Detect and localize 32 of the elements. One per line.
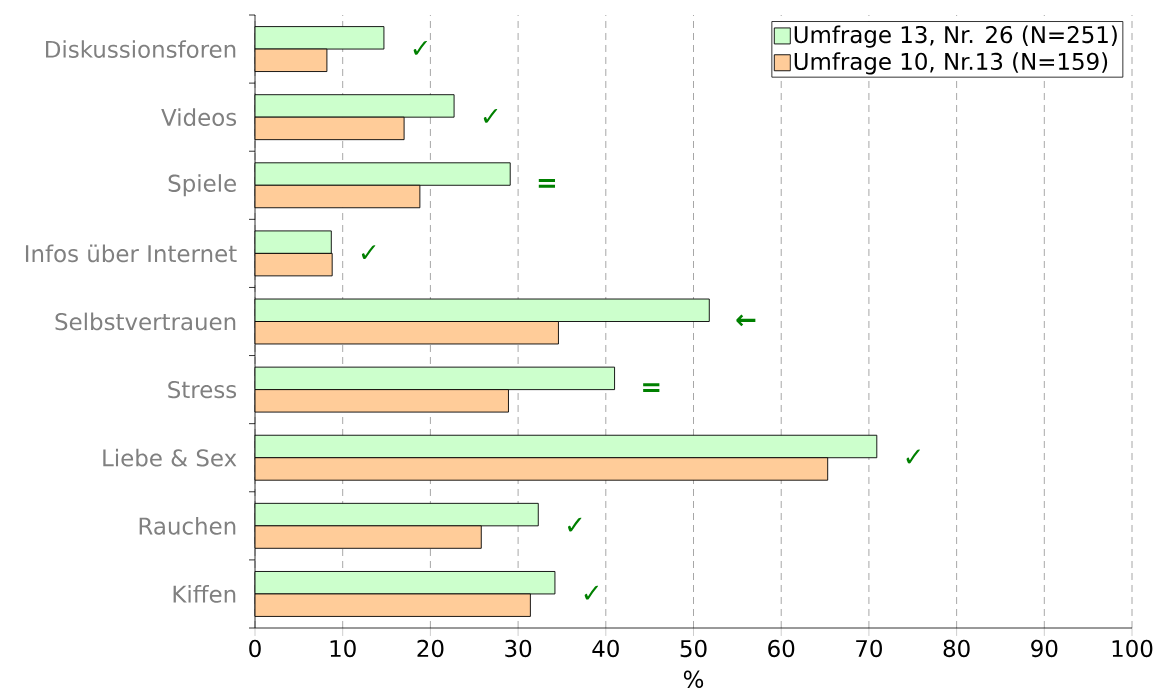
annotation: ✓ <box>906 449 920 464</box>
annotation: = <box>643 383 660 393</box>
x-tick-label: 90 <box>1031 639 1058 658</box>
y-tick-label: Infos über Internet <box>25 244 237 263</box>
x-tick-label: 60 <box>768 639 795 658</box>
y-tick-label: Diskussionsforen <box>46 40 236 58</box>
x-tick-label: 10 <box>330 639 356 658</box>
x-tick-label: 20 <box>417 639 444 658</box>
y-tick-label: Videos <box>161 108 237 127</box>
legend-label: Umfrage 13, Nr. 26 (N=251) <box>794 25 1117 48</box>
y-tick-label: Stress <box>168 380 237 399</box>
x-tick-label: 0 <box>249 639 261 658</box>
annotation: ✓ <box>584 585 599 600</box>
x-tick-label: 70 <box>856 639 882 658</box>
y-tick-label: Spiele <box>168 174 236 197</box>
y-tick-label: Liebe & Sex <box>103 448 237 467</box>
x-tick-label: 40 <box>592 639 619 658</box>
annotation: ✓ <box>361 245 376 260</box>
legend-label: Umfrage 10, Nr.13 (N=159) <box>794 52 1108 75</box>
x-tick-label: 30 <box>505 639 532 658</box>
y-tick-label: Selbstvertrauen <box>55 312 236 331</box>
annotation: ✓ <box>413 40 428 55</box>
x-tick-label: 50 <box>680 639 707 658</box>
annotation: ✓ <box>568 517 582 532</box>
x-tick-label: 100 <box>1112 639 1153 658</box>
annotation: ← <box>736 314 756 327</box>
annotation: ✓ <box>483 109 498 123</box>
x-axis-title: % <box>683 670 704 688</box>
y-tick-label: Kiffen <box>173 585 236 603</box>
annotation: = <box>538 179 556 188</box>
y-tick-label: Rauchen <box>139 516 236 535</box>
x-tick-label: 80 <box>943 639 970 658</box>
